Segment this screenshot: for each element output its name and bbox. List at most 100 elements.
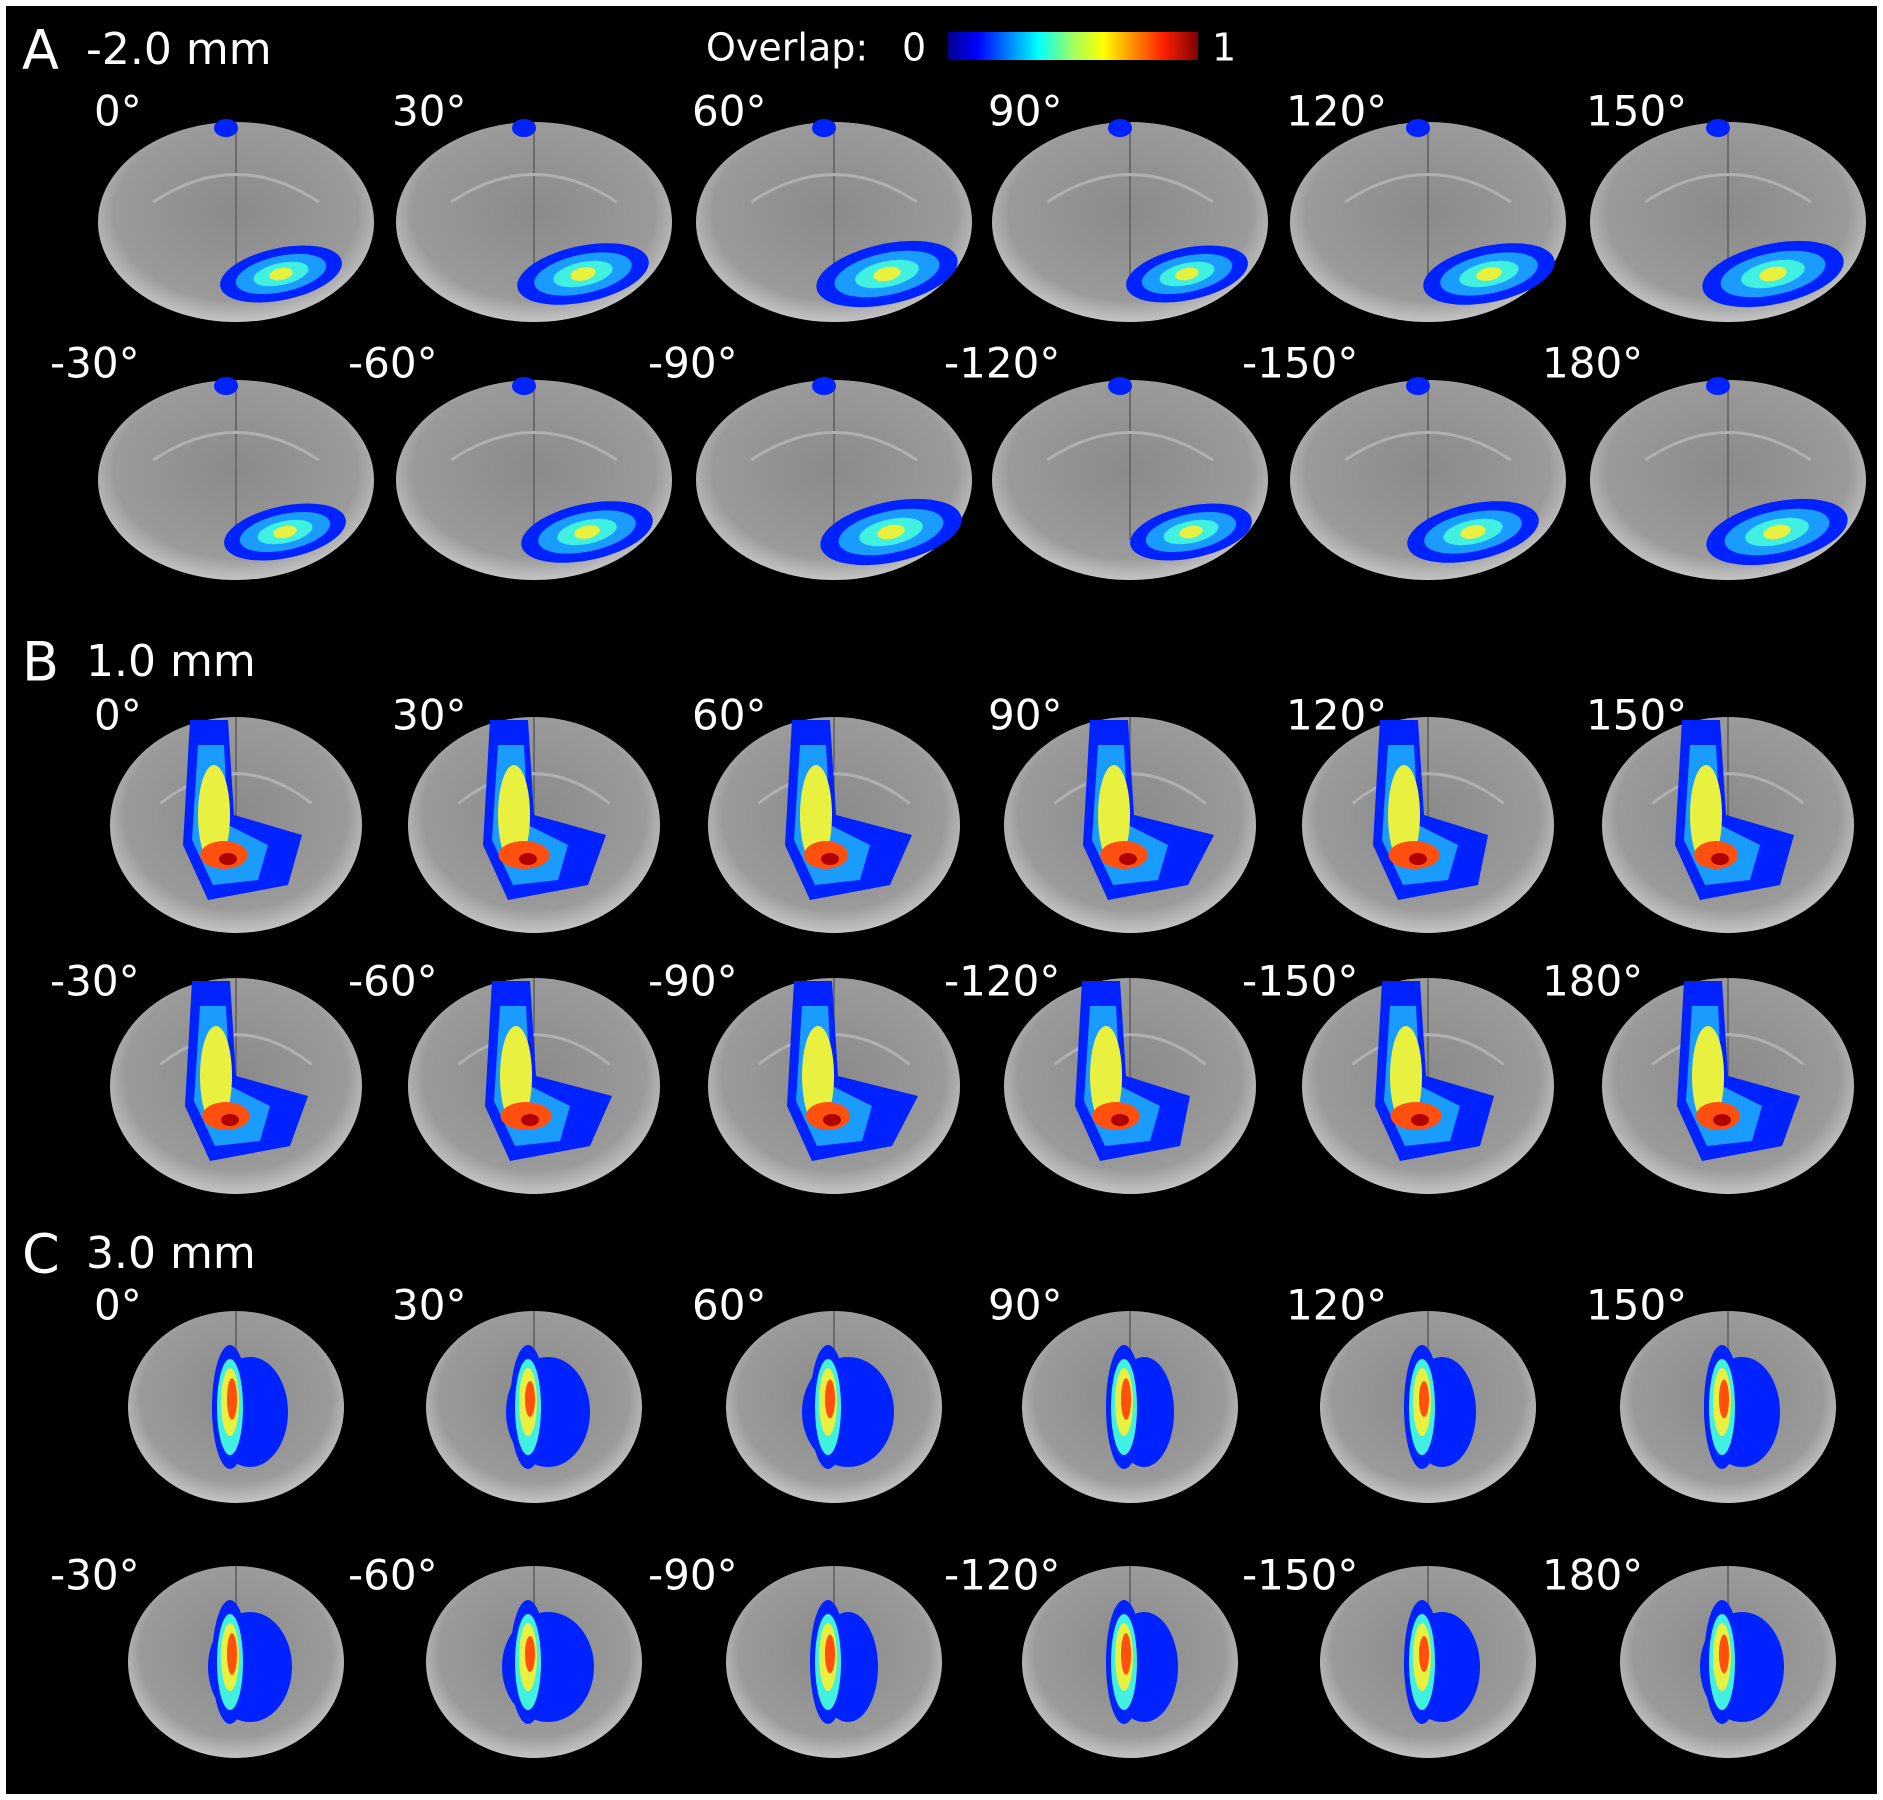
lesion <box>525 1381 535 1417</box>
panel-depth: 1.0 mm <box>86 636 256 687</box>
brain-slice <box>1022 1311 1238 1503</box>
angle-label: 30° <box>392 691 466 740</box>
lesion <box>821 853 839 865</box>
brain-slice <box>426 1311 642 1503</box>
brain-slice <box>408 978 660 1194</box>
angle-label: 120° <box>1286 1281 1387 1330</box>
lesion <box>825 1379 835 1419</box>
lesion <box>1419 1381 1429 1417</box>
lesion <box>1460 525 1486 539</box>
lesion <box>812 377 836 395</box>
brain-slice <box>426 1566 642 1758</box>
brain-slice <box>696 377 972 580</box>
angle-label: 90° <box>988 87 1062 136</box>
angle-label: -90° <box>648 339 738 388</box>
angle-label: -30° <box>50 1551 140 1600</box>
lesion <box>1090 1026 1122 1126</box>
angle-label: -120° <box>944 339 1060 388</box>
lesion <box>825 1634 835 1674</box>
angle-label: 180° <box>1542 957 1643 1006</box>
ventricle <box>750 173 918 204</box>
brain-slice <box>1620 1311 1836 1503</box>
angle-label: -120° <box>944 957 1060 1006</box>
lesion <box>1098 765 1130 865</box>
brain-slice <box>1004 978 1256 1194</box>
lesion <box>1706 377 1730 395</box>
lesion <box>500 1026 532 1126</box>
angle-label: -150° <box>1242 1551 1358 1600</box>
angle-label: 30° <box>392 87 466 136</box>
brain-slice <box>1590 119 1866 322</box>
brain-slice <box>1620 1566 1836 1758</box>
angle-label: 0° <box>94 87 142 136</box>
lesion <box>214 377 238 395</box>
angle-label: 90° <box>988 691 1062 740</box>
ventricle <box>1046 173 1214 204</box>
angle-label: 60° <box>692 87 766 136</box>
lesion <box>273 525 297 539</box>
lesion <box>525 1636 535 1672</box>
brain-slice <box>396 377 672 580</box>
angle-label: -90° <box>648 957 738 1006</box>
brain-slice <box>98 119 374 322</box>
lesion <box>1690 765 1722 865</box>
lesion <box>227 1633 237 1675</box>
lesion <box>198 765 230 865</box>
angle-label: -120° <box>944 1551 1060 1600</box>
lesion <box>873 266 901 282</box>
brain-slice <box>1320 1311 1536 1503</box>
colorbar-label: Overlap: <box>706 26 868 70</box>
angle-label: 0° <box>94 1281 142 1330</box>
lesion <box>1406 119 1430 137</box>
brain-slice <box>98 377 374 580</box>
ventricle <box>757 772 911 805</box>
panel-depth: 3.0 mm <box>86 1228 256 1279</box>
ventricle <box>1651 772 1805 805</box>
angle-label: -30° <box>50 957 140 1006</box>
lesion <box>1759 266 1787 282</box>
brain-slice <box>110 978 362 1194</box>
angle-label: -150° <box>1242 957 1358 1006</box>
ventricle <box>159 1033 313 1066</box>
ventricle <box>1351 772 1505 805</box>
ventricle <box>450 431 618 462</box>
lesion <box>812 119 836 137</box>
lesion <box>1121 1378 1131 1420</box>
ventricle <box>1046 431 1214 462</box>
angle-label: -60° <box>348 339 438 388</box>
ventricle <box>1053 1033 1207 1066</box>
lesion <box>1706 119 1730 137</box>
ventricle <box>450 173 618 204</box>
lesion <box>823 1114 841 1126</box>
ventricle <box>1644 431 1812 462</box>
angle-label: -60° <box>348 957 438 1006</box>
ventricle <box>152 173 320 204</box>
ventricle <box>1351 1033 1505 1066</box>
ventricle <box>1651 1033 1805 1066</box>
lesion <box>1108 119 1132 137</box>
angle-label: 120° <box>1286 691 1387 740</box>
lesion <box>219 853 237 865</box>
colorbar: Overlap: 0 1 <box>706 26 1236 70</box>
lesion <box>1411 1114 1429 1126</box>
lesion <box>1111 1114 1129 1126</box>
ventricle <box>750 431 918 462</box>
lesion <box>1719 1379 1729 1419</box>
lesion <box>1121 1633 1131 1675</box>
lesion <box>498 765 530 865</box>
brain-slice <box>992 119 1268 322</box>
colorbar-max: 1 <box>1212 26 1236 70</box>
brain-slice <box>708 717 960 933</box>
brain-slice <box>726 1311 942 1503</box>
colorbar-min: 0 <box>902 26 926 70</box>
ventricle <box>457 772 611 805</box>
panel: A -2.0 mm 0° 30° 60° 90° 120° 150° -30° -60° -90° -… <box>22 19 1866 580</box>
lesion <box>1476 267 1502 281</box>
brain-slice <box>1022 1566 1238 1758</box>
brain-slice <box>1290 377 1566 580</box>
lesion <box>1409 853 1427 865</box>
brain-slice <box>708 978 960 1194</box>
brain-slice <box>1602 717 1854 933</box>
brain-slice <box>128 1566 344 1758</box>
lesion <box>1763 524 1791 540</box>
